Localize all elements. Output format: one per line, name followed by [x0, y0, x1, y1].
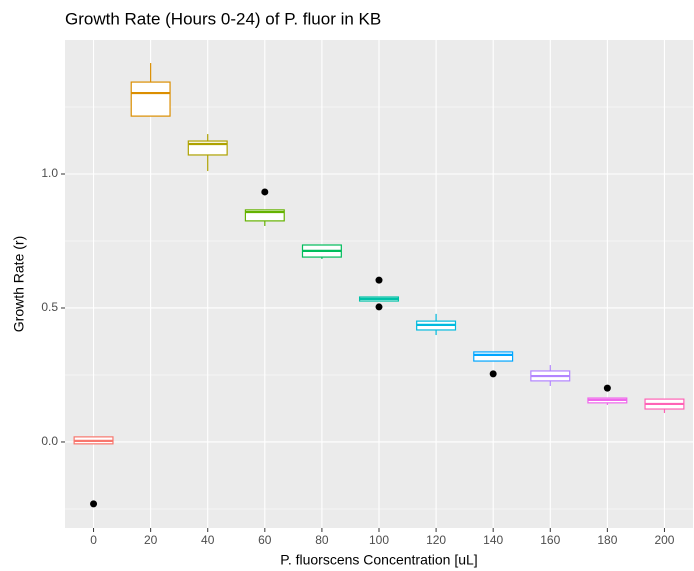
outlier: [261, 188, 269, 196]
x-tick-label: 0: [90, 533, 97, 547]
x-tick-label: 100: [369, 533, 389, 547]
x-tick-label: 160: [540, 533, 560, 547]
box: [473, 351, 514, 362]
outlier: [375, 276, 383, 284]
x-tick-label: 40: [201, 533, 215, 547]
outlier: [375, 303, 383, 311]
x-tick-label: 20: [144, 533, 158, 547]
y-tick-label: 0.0: [41, 434, 58, 448]
outlier: [90, 500, 98, 508]
y-axis-label: Growth Rate (r): [11, 236, 27, 332]
x-tick-label: 140: [483, 533, 503, 547]
chart-title: Growth Rate (Hours 0-24) of P. fluor in …: [65, 9, 381, 28]
outlier: [489, 370, 497, 378]
box: [130, 81, 171, 117]
x-tick-label: 180: [597, 533, 617, 547]
outlier: [603, 384, 611, 392]
x-tick-label: 200: [654, 533, 674, 547]
y-tick-label: 1.0: [41, 166, 58, 180]
x-tick-label: 120: [426, 533, 446, 547]
x-tick-label: 60: [258, 533, 272, 547]
x-tick-label: 80: [315, 533, 329, 547]
x-axis-label: P. fluorscens Concentration [uL]: [280, 552, 477, 568]
box: [244, 209, 285, 222]
y-tick-label: 0.5: [41, 300, 58, 314]
